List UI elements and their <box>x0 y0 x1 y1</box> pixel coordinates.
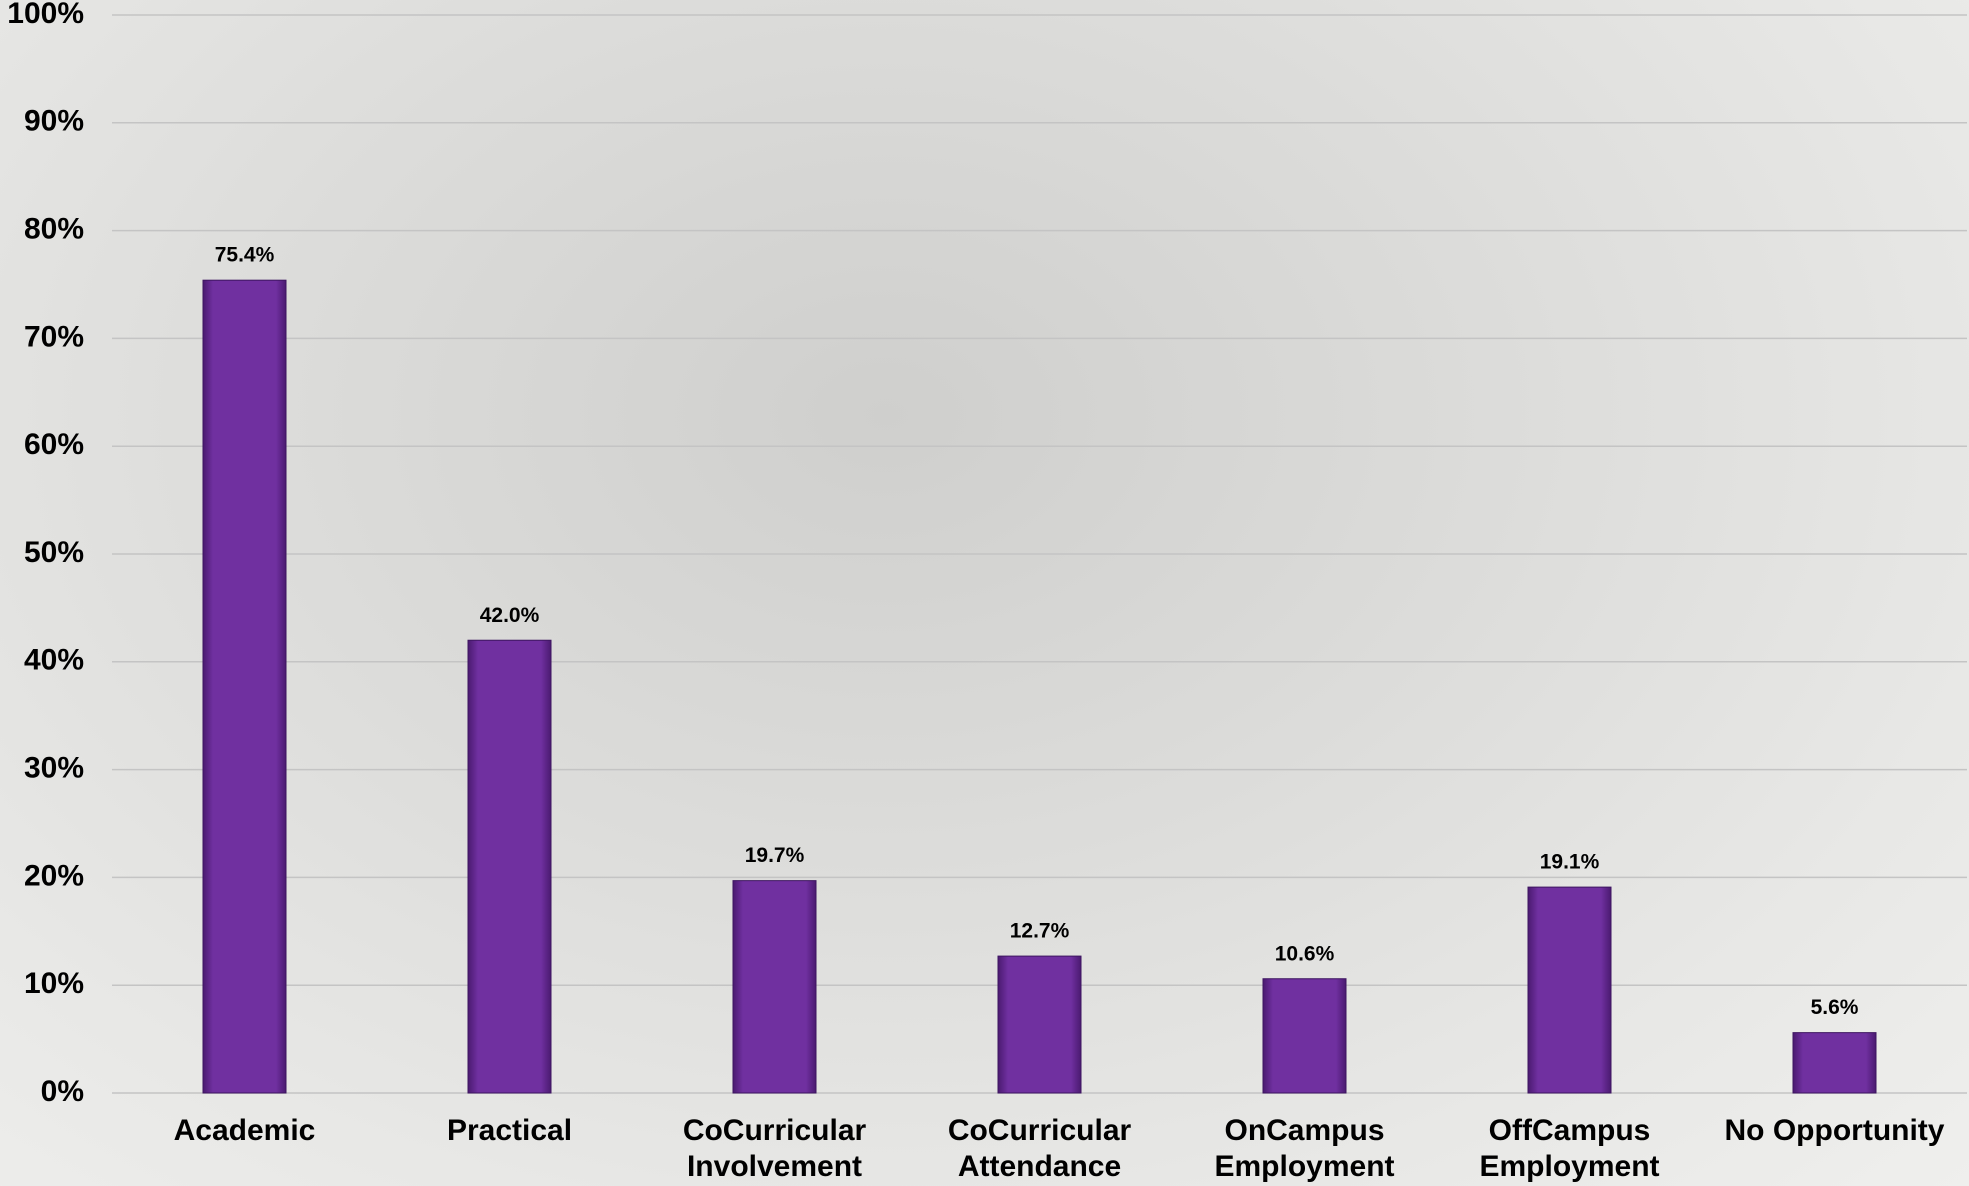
bar <box>1263 979 1346 1093</box>
value-label: 19.7% <box>745 844 805 867</box>
bar <box>203 280 286 1093</box>
chart: 0% 10% 20% 30% 40% 50% 60% 70% 80% 90% 100% 75.4% 42… <box>0 0 1969 1186</box>
page: 0% 10% 20% 30% 40% 50% 60% 70% 80% 90% 100% 75.4% 42… <box>0 0 1969 1186</box>
bar <box>1793 1033 1876 1093</box>
x-tick-label: OffCampus Employment <box>1437 1113 1702 1185</box>
value-label: 5.6% <box>1811 996 1859 1019</box>
y-tick-label: 20% <box>24 859 84 892</box>
x-tick-label: Academic <box>112 1113 377 1149</box>
x-tick-label: No Opportunity <box>1702 1113 1967 1149</box>
y-tick-label: 0% <box>41 1075 84 1108</box>
bar <box>733 881 816 1093</box>
value-label: 75.4% <box>215 244 275 267</box>
y-tick-label: 100% <box>7 0 84 30</box>
bar <box>1528 887 1611 1093</box>
x-tick-label: CoCurricular Attendance <box>907 1113 1172 1185</box>
value-label: 42.0% <box>480 604 540 627</box>
bar <box>998 956 1081 1093</box>
y-tick-label: 30% <box>24 752 84 785</box>
y-tick-label: 80% <box>24 213 84 246</box>
x-tick-label: Practical <box>377 1113 642 1149</box>
x-tick-label: OnCampus Employment <box>1172 1113 1437 1185</box>
value-label: 12.7% <box>1010 920 1070 943</box>
x-tick-label: CoCurricular Involvement <box>642 1113 907 1185</box>
value-label: 19.1% <box>1540 851 1600 874</box>
y-tick-label: 50% <box>24 536 84 569</box>
y-tick-label: 90% <box>24 105 84 138</box>
bar <box>468 640 551 1093</box>
value-label: 10.6% <box>1275 942 1335 965</box>
y-tick-label: 10% <box>24 967 84 1000</box>
y-tick-label: 40% <box>24 644 84 677</box>
y-tick-label: 70% <box>24 320 84 353</box>
y-tick-label: 60% <box>24 428 84 461</box>
